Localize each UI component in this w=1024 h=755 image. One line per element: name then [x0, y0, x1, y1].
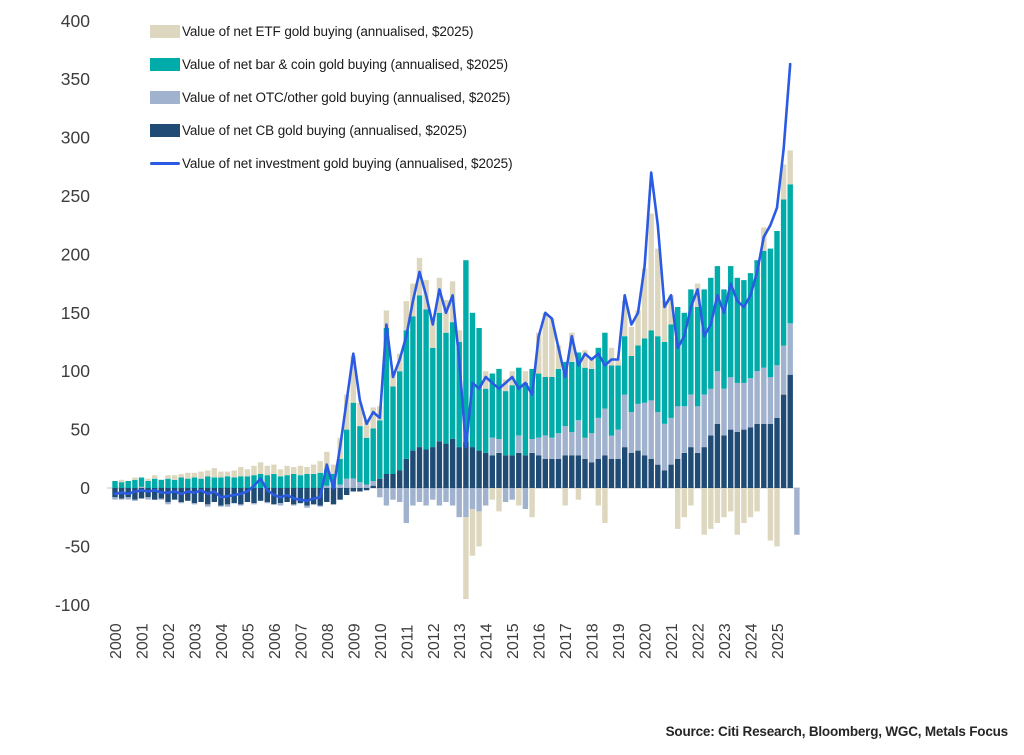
legend-item-otc: Value of net OTC/other gold buying (annu…	[150, 81, 512, 114]
cb-swatch-icon	[150, 124, 180, 137]
svg-text:2023: 2023	[717, 623, 734, 659]
legend-label-etf: Value of net ETF gold buying (annualised…	[182, 24, 474, 39]
investment-line	[113, 62, 792, 503]
svg-text:2000: 2000	[108, 623, 125, 659]
svg-text:2005: 2005	[240, 623, 257, 659]
svg-text:2018: 2018	[585, 623, 602, 659]
series-cb-bars	[112, 374, 793, 506]
svg-text:2021: 2021	[664, 623, 681, 659]
svg-text:2006: 2006	[267, 623, 284, 659]
legend-item-barcoin: Value of net bar & coin gold buying (ann…	[150, 48, 512, 81]
svg-text:2007: 2007	[293, 623, 310, 659]
x-axis-year-labels: 2000 2001 2002 2003 2004 2005 2006 2007 2008 2009…	[108, 623, 787, 659]
svg-text:2020: 2020	[638, 623, 655, 659]
svg-text:2024: 2024	[744, 623, 761, 659]
svg-text:-50: -50	[65, 536, 91, 556]
svg-text:2016: 2016	[532, 623, 549, 659]
svg-text:0: 0	[80, 478, 90, 498]
barcoin-swatch-icon	[150, 58, 180, 71]
svg-text:250: 250	[61, 186, 90, 206]
investment-line-swatch-icon	[150, 162, 180, 165]
svg-text:2001: 2001	[135, 623, 152, 659]
svg-text:2017: 2017	[558, 623, 575, 659]
otc-swatch-icon	[150, 91, 180, 104]
legend-item-investment-line: Value of net investment gold buying (ann…	[150, 147, 513, 180]
svg-text:2015: 2015	[505, 623, 522, 659]
svg-text:400: 400	[61, 11, 90, 31]
y-axis-tick-labels: 400 350 300 250 200 150 100 50 0 -50 -100	[55, 11, 90, 615]
svg-text:2014: 2014	[479, 623, 496, 659]
series-otc-bars	[112, 323, 800, 535]
source-attribution: Source: Citi Research, Bloomberg, WGC, M…	[665, 724, 1009, 739]
svg-text:2019: 2019	[611, 623, 628, 659]
svg-text:2004: 2004	[214, 623, 231, 659]
svg-text:2022: 2022	[691, 623, 708, 659]
legend-item-etf: Value of net ETF gold buying (annualised…	[150, 15, 512, 48]
svg-text:2002: 2002	[161, 623, 178, 659]
etf-swatch-icon	[150, 25, 180, 38]
svg-text:300: 300	[61, 128, 90, 148]
svg-text:2025: 2025	[770, 623, 787, 659]
svg-text:350: 350	[61, 69, 90, 89]
svg-text:2012: 2012	[426, 623, 443, 659]
svg-text:150: 150	[61, 303, 90, 323]
svg-text:200: 200	[61, 244, 90, 264]
legend-label-investment: Value of net investment gold buying (ann…	[182, 156, 513, 171]
legend-label-otc: Value of net OTC/other gold buying (annu…	[182, 90, 511, 105]
legend-label-barcoin: Value of net bar & coin gold buying (ann…	[182, 57, 508, 72]
svg-text:100: 100	[61, 361, 90, 381]
svg-text:2003: 2003	[187, 623, 204, 659]
svg-text:2013: 2013	[452, 623, 469, 659]
svg-text:2010: 2010	[373, 623, 390, 659]
chart-legend: Value of net ETF gold buying (annualised…	[150, 15, 513, 180]
svg-text:2009: 2009	[346, 623, 363, 659]
legend-item-cb: Value of net CB gold buying (annualised,…	[150, 114, 512, 147]
svg-text:2008: 2008	[320, 623, 337, 659]
svg-text:50: 50	[71, 420, 91, 440]
svg-text:2011: 2011	[399, 624, 416, 659]
svg-text:-100: -100	[55, 595, 90, 615]
legend-label-cb: Value of net CB gold buying (annualised,…	[182, 123, 467, 138]
